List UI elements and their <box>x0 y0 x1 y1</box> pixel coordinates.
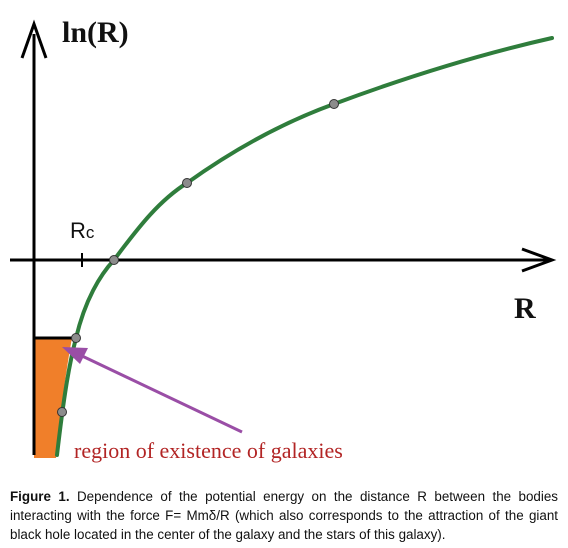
x-axis-arrowhead <box>521 247 557 273</box>
caption-label: Figure 1. <box>10 489 70 504</box>
galaxy-region-fill <box>34 338 72 458</box>
x-axis-label: R <box>514 292 536 325</box>
curve-point <box>182 178 192 188</box>
caption-text: Dependence of the potential energy on th… <box>10 489 558 542</box>
rc-label-main: R <box>70 218 86 243</box>
curve-point <box>329 99 339 109</box>
y-axis-arrowhead <box>20 19 48 59</box>
region-label: region of existence of galaxies <box>74 438 343 463</box>
curve-point <box>71 333 81 343</box>
figure-caption: Figure 1. Dependence of the potential en… <box>10 487 558 544</box>
rc-label: Rc <box>70 218 95 243</box>
curve-point <box>109 255 119 265</box>
region-arrow-head <box>62 347 88 364</box>
y-axis-label: ln(R) <box>62 16 129 49</box>
rc-label-sub: c <box>86 223 95 242</box>
diagram: ln(R) R Rc region of existence of galaxi… <box>10 16 557 463</box>
log-curve <box>55 36 554 457</box>
region-arrow-shaft <box>79 353 243 434</box>
curve-point <box>57 407 67 417</box>
